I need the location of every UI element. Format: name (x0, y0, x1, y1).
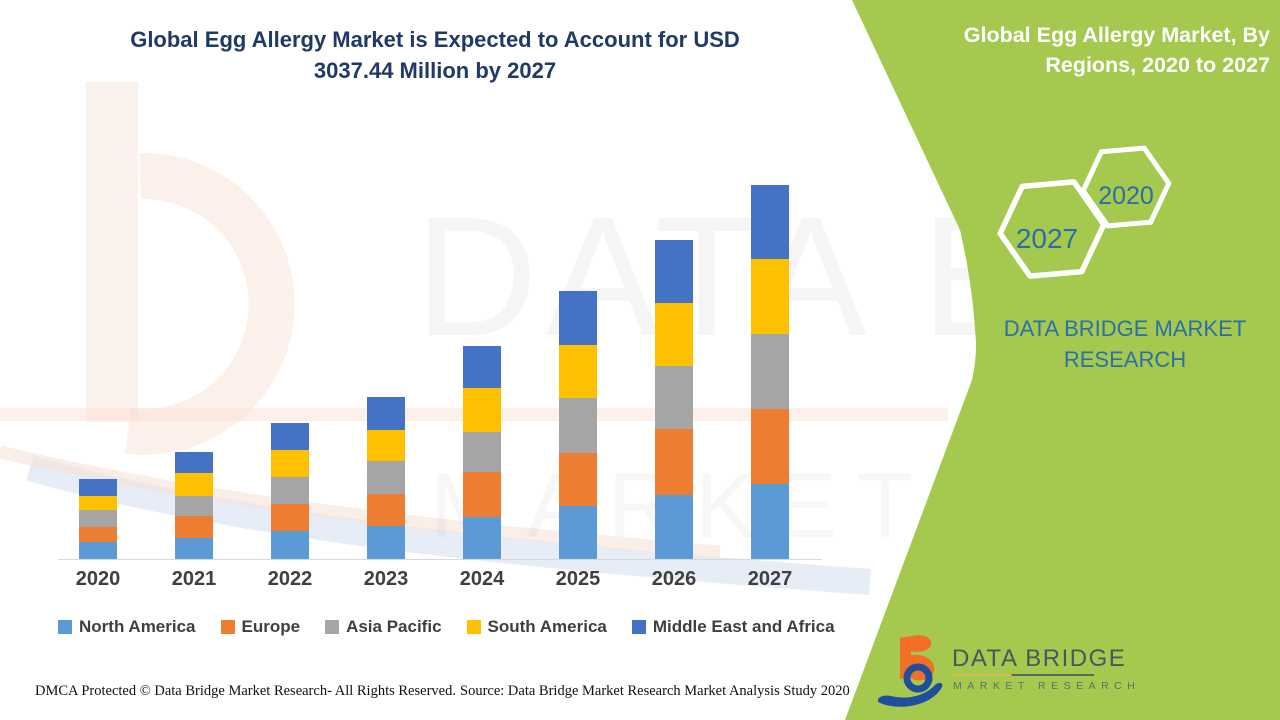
bar-segment-asia-pacific (463, 432, 501, 472)
bar-segment-south-america (271, 450, 309, 478)
logo-name: DATA BRIDGE (952, 645, 1127, 672)
bar-2021 (175, 451, 213, 559)
bar-segment-south-america (79, 496, 117, 511)
bar-segment-south-america (175, 472, 213, 497)
bar-segment-north-america (559, 505, 597, 559)
bar-segment-asia-pacific (79, 510, 117, 527)
bar-segment-europe (367, 494, 405, 526)
bar-2027 (751, 185, 789, 559)
logo-underline (952, 674, 1094, 676)
bar-segment-north-america (463, 517, 501, 559)
chart-title-line2: 3037.44 Million by 2027 (313, 58, 557, 83)
bar-segment-europe (79, 526, 117, 543)
legend-swatch (466, 620, 481, 634)
chart-legend: North America Europe Asia Pacific South Ame… (58, 617, 848, 637)
bar-segment-north-america (655, 494, 693, 559)
bar-segment-south-america (367, 430, 405, 462)
legend-item-north-america: North America (58, 617, 196, 637)
side-panel-brand-line2: RESEARCH (1063, 347, 1187, 372)
bar-segment-north-america (367, 525, 405, 559)
bar-segment-asia-pacific (271, 477, 309, 505)
x-axis-label-2020: 2020 (75, 568, 121, 590)
bar-segment-europe (655, 429, 693, 495)
side-panel-brand-line1: DATA BRIDGE MARKET (1003, 316, 1247, 341)
x-axis-label-2021: 2021 (171, 568, 217, 590)
bar-segment-middle-east-and-africa (559, 290, 597, 346)
side-panel-title-line1: Global Egg Allergy Market, By (963, 23, 1270, 47)
bar-segment-north-america (751, 484, 789, 559)
bar-segment-south-america (751, 258, 789, 335)
legend-item-south-america: South America (466, 617, 607, 637)
legend-swatch (631, 620, 646, 634)
bar-segment-middle-east-and-africa (751, 185, 789, 259)
bar-segment-north-america (271, 531, 309, 559)
bar-segment-middle-east-and-africa (463, 345, 501, 388)
bar-segment-europe (271, 504, 309, 532)
bar-segment-middle-east-and-africa (175, 451, 213, 473)
bar-segment-south-america (559, 345, 597, 399)
logo-subtitle: MARKET RESEARCH (953, 680, 1141, 692)
legend-label: South America (487, 617, 607, 636)
legend-item-asia-pacific: Asia Pacific (325, 617, 442, 637)
bar-segment-middle-east-and-africa (79, 479, 117, 497)
side-panel-brand: DATA BRIDGE MARKET RESEARCH (1000, 313, 1250, 375)
x-axis: 2020 2021 2022 2023 2024 2025 2026 2027 (0, 568, 870, 594)
bar-segment-north-america (79, 542, 117, 559)
footer-copyright: DMCA Protected © Data Bridge Market Rese… (35, 683, 456, 699)
legend-label: Asia Pacific (346, 617, 442, 636)
bar-segment-europe (751, 409, 789, 484)
bar-2025 (559, 290, 597, 559)
bar-segment-south-america (463, 387, 501, 433)
bar-segment-europe (559, 453, 597, 506)
bar-segment-middle-east-and-africa (271, 423, 309, 451)
x-axis-label-2026: 2026 (651, 568, 697, 590)
x-axis-label-2025: 2025 (555, 568, 601, 590)
bar-2023 (367, 396, 405, 559)
side-panel-title-line2: Regions, 2020 to 2027 (1045, 53, 1270, 77)
chart-title-line1: Global Egg Allergy Market is Expected to… (130, 27, 740, 52)
bar-segment-asia-pacific (655, 365, 693, 430)
x-axis-label-2023: 2023 (363, 568, 409, 590)
legend-label: Middle East and Africa (652, 617, 835, 636)
legend-label: Europe (241, 617, 301, 636)
legend-swatch (58, 620, 72, 634)
bar-segment-europe (175, 516, 213, 539)
bar-segment-asia-pacific (175, 496, 213, 517)
x-axis-label-2024: 2024 (459, 568, 505, 590)
bar-2022 (271, 423, 309, 559)
stacked-bar-chart (58, 178, 822, 560)
bar-segment-middle-east-and-africa (655, 239, 693, 303)
bar-segment-asia-pacific (559, 398, 597, 454)
x-axis-label-2022: 2022 (267, 568, 313, 590)
bar-2024 (463, 345, 501, 559)
bar-segment-asia-pacific (751, 334, 789, 410)
side-panel-title: Global Egg Allergy Market, By Regions, 2… (920, 20, 1270, 80)
bar-segment-europe (463, 471, 501, 518)
bar-segment-north-america (175, 538, 213, 559)
bar-segment-south-america (655, 302, 693, 366)
bar-2020 (79, 479, 117, 559)
bar-segment-middle-east-and-africa (367, 396, 405, 431)
legend-swatch (325, 620, 340, 634)
chart-title: Global Egg Allergy Market is Expected to… (0, 24, 870, 86)
legend-swatch (220, 620, 235, 634)
legend-item-europe: Europe (220, 617, 301, 637)
x-axis-label-2027: 2027 (747, 568, 793, 590)
data-bridge-logo-icon (878, 635, 943, 707)
legend-item-middle-east-and-africa: Middle East and Africa (631, 617, 835, 637)
bar-segment-asia-pacific (367, 461, 405, 495)
bar-2026 (655, 239, 693, 559)
legend-label: North America (79, 617, 196, 636)
footer-source: Source: Data Bridge Market Research Mark… (460, 683, 850, 699)
